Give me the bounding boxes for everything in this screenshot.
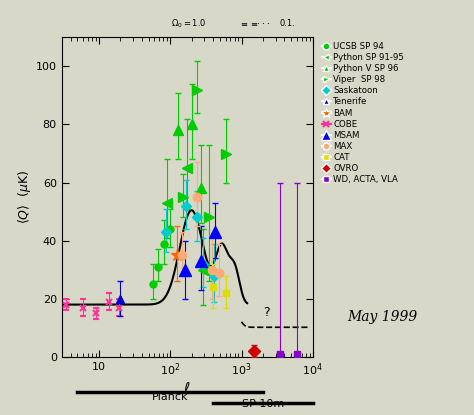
Text: 0.1.: 0.1. xyxy=(280,19,295,28)
Legend: UCSB SP 94, Python SP 91-95, Python V SP 96, Viper  SP 98, Saskatoon, Tenerife, : UCSB SP 94, Python SP 91-95, Python V SP… xyxy=(322,42,404,185)
Text: $\cdot$ $\cdot$ $\cdot$: $\cdot$ $\cdot$ $\cdot$ xyxy=(256,19,270,28)
Text: $\equiv\equiv$: $\equiv\equiv$ xyxy=(239,19,259,28)
X-axis label: $\ell$: $\ell$ xyxy=(183,381,191,396)
Text: Planck: Planck xyxy=(152,393,189,403)
Text: May 1999: May 1999 xyxy=(347,310,417,324)
Y-axis label: $\langle Q \rangle$  ($\mu$K): $\langle Q \rangle$ ($\mu$K) xyxy=(16,170,33,225)
Text: $\Omega_0=1.0$: $\Omega_0=1.0$ xyxy=(171,18,206,30)
Text: SP 10m: SP 10m xyxy=(242,399,284,409)
Text: ?: ? xyxy=(263,306,270,319)
